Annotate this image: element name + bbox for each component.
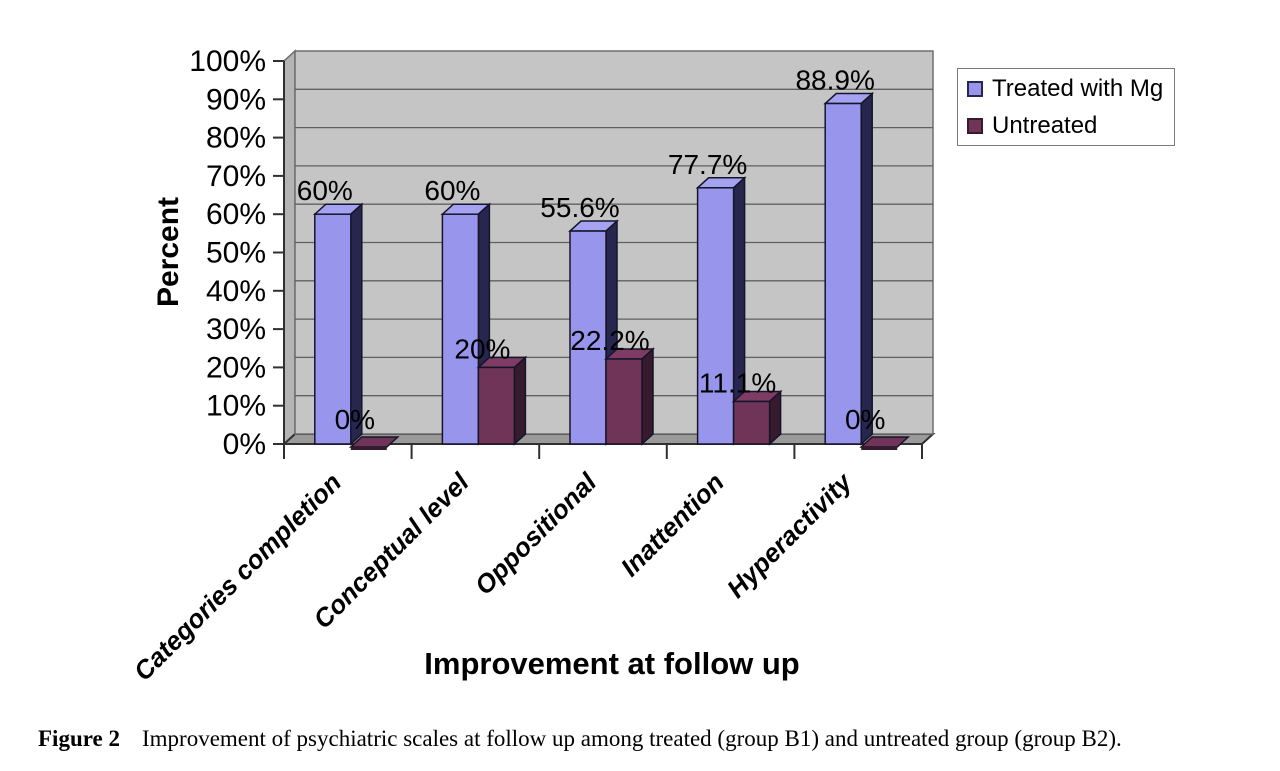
figure-caption: Figure 2 Improvement of psychiatric scale… — [38, 726, 1253, 752]
y-tick-label: 100% — [189, 45, 266, 78]
bar-untreated-oppositional — [605, 358, 643, 445]
y-tick-label: 40% — [206, 275, 266, 308]
x-category-label: Oppositional — [469, 466, 603, 600]
y-axis-title: Percent — [152, 197, 185, 307]
y-tick-label: 20% — [206, 351, 266, 384]
legend-label-treated-with-mg: Treated with Mg — [992, 74, 1164, 102]
figure-caption-text: Improvement of psychiatric scales at fol… — [141, 726, 1122, 751]
x-category-label: Hyperactivity — [721, 466, 859, 604]
bar-treated-with-mg-categories-completion — [314, 213, 352, 445]
figure-caption-label: Figure 2 — [38, 726, 120, 751]
bar-untreated-inattention-side — [768, 389, 782, 446]
y-tick-label: 30% — [206, 313, 266, 346]
bar-untreated-conceptual-level — [477, 366, 516, 445]
bar-treated-with-mg-hyperactivity — [824, 102, 862, 445]
legend-item-treated-with-mg: Treated with Mg — [967, 75, 1174, 103]
legend-label-untreated: Untreated — [992, 111, 1098, 139]
data-label: 11.1% — [699, 367, 776, 398]
bar-untreated-hyperactivity-front — [861, 447, 898, 450]
y-tick-label: 90% — [206, 83, 266, 116]
y-tick-label: 60% — [206, 198, 266, 231]
y-tick-label: 10% — [206, 390, 266, 423]
x-axis-title: Improvement at follow up — [424, 646, 799, 681]
bar-treated-with-mg-hyperactivity-side — [860, 91, 873, 446]
x-category-label: Inattention — [615, 467, 730, 582]
y-tick-label: 0% — [223, 428, 266, 461]
bar-untreated-inattention — [732, 400, 771, 445]
legend-item-untreated: Untreated — [967, 112, 1174, 140]
data-label: 0% — [845, 404, 885, 435]
legend-swatch-untreated — [967, 117, 983, 134]
bar-untreated-conceptual-level-side — [513, 355, 527, 446]
bar-treated-with-mg-conceptual-level — [441, 213, 480, 445]
bar-chart: 0% 10% 20% 30% 40% 50% 60% 70% 80% 90% 100% 60% 0% Ca… — [128, 45, 936, 686]
data-label: 88.9% — [795, 65, 874, 96]
legend-swatch-treated-with-mg — [967, 80, 983, 97]
y-tick-label: 50% — [206, 237, 266, 270]
data-label: 77.7% — [668, 149, 747, 180]
x-category-label: Categories completion — [128, 467, 347, 686]
chart-legend: Treated with Mg Untreated — [957, 68, 1175, 146]
bar-untreated-categories-completion-front — [350, 447, 387, 450]
data-label: 20% — [454, 333, 510, 364]
data-label: 55.6% — [540, 192, 619, 223]
data-label: 60% — [297, 175, 353, 206]
bar-treated-with-mg-oppositional — [569, 230, 607, 445]
data-label: 0% — [335, 404, 375, 435]
data-label: 22.2% — [570, 325, 649, 356]
bar-treated-with-mg-inattention — [696, 187, 735, 445]
y-tick-label: 70% — [206, 160, 266, 193]
chart-side-wall — [283, 49, 296, 446]
bar-untreated-oppositional-side — [641, 347, 654, 446]
y-tick-label: 80% — [206, 122, 266, 155]
data-label: 60% — [424, 175, 480, 206]
